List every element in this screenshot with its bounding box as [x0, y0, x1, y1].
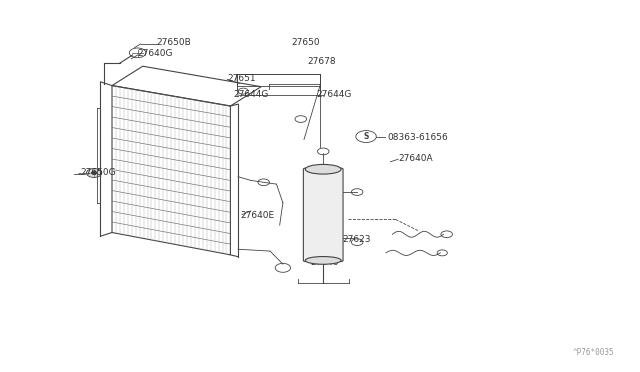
Text: 27650B: 27650B: [157, 38, 191, 47]
Text: 27640E: 27640E: [240, 211, 274, 220]
Text: 27644G: 27644G: [317, 90, 352, 99]
Ellipse shape: [305, 257, 341, 264]
FancyBboxPatch shape: [303, 168, 343, 262]
Circle shape: [86, 169, 102, 177]
Text: 27640: 27640: [310, 258, 339, 267]
Circle shape: [91, 171, 97, 175]
Text: 27651: 27651: [227, 74, 256, 83]
Text: 27650G: 27650G: [80, 169, 116, 177]
Text: 27623: 27623: [342, 235, 371, 244]
Text: S: S: [364, 132, 369, 141]
Text: 27678: 27678: [307, 57, 336, 66]
Text: 27644G: 27644G: [234, 90, 269, 99]
Text: 27640A: 27640A: [398, 154, 433, 163]
Text: ^P76*0035: ^P76*0035: [573, 348, 614, 357]
Ellipse shape: [305, 164, 341, 174]
Text: 27650: 27650: [291, 38, 320, 47]
Text: 08363-61656: 08363-61656: [387, 133, 448, 142]
Text: 27640G: 27640G: [138, 49, 173, 58]
